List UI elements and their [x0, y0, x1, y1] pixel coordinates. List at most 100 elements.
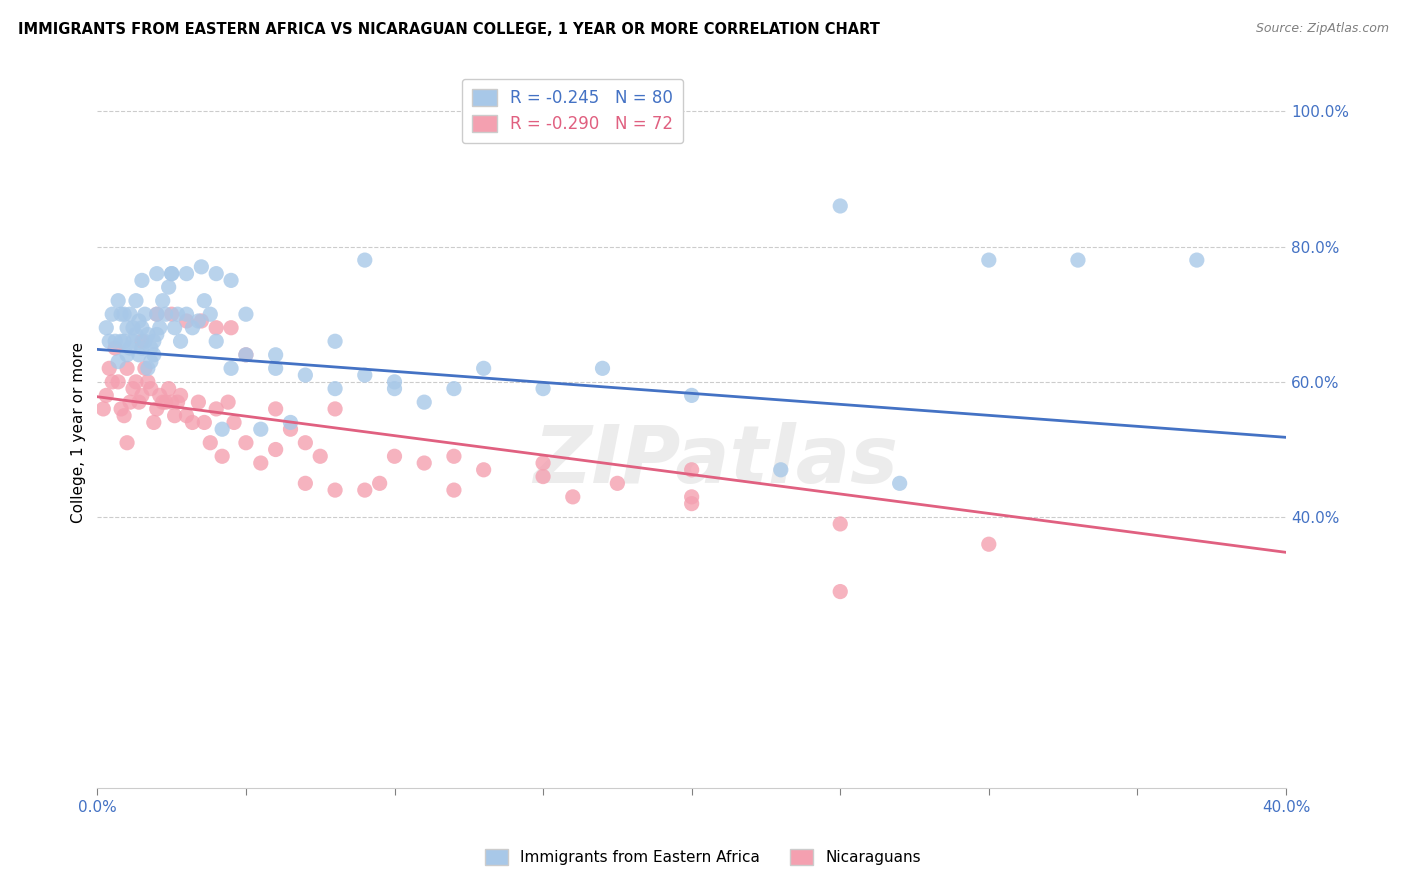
Point — [146, 307, 169, 321]
Point — [91, 401, 114, 416]
Point — [309, 450, 332, 464]
Point — [264, 348, 287, 362]
Point — [249, 456, 271, 470]
Point — [264, 361, 287, 376]
Point — [181, 320, 204, 334]
Point — [681, 388, 703, 402]
Point — [107, 375, 129, 389]
Point — [166, 395, 188, 409]
Point — [101, 307, 124, 321]
Point — [118, 395, 141, 409]
Point — [353, 368, 375, 383]
Point — [152, 293, 174, 308]
Point — [98, 361, 121, 376]
Point — [115, 320, 138, 334]
Point — [112, 307, 135, 321]
Point — [681, 490, 703, 504]
Point — [176, 267, 198, 281]
Point — [125, 327, 148, 342]
Point — [323, 334, 346, 349]
Point — [98, 334, 121, 349]
Point — [193, 416, 215, 430]
Point — [977, 537, 1000, 551]
Point — [830, 516, 852, 531]
Point — [323, 483, 346, 497]
Point — [146, 267, 169, 281]
Legend: R = -0.245   N = 80, R = -0.290   N = 72: R = -0.245 N = 80, R = -0.290 N = 72 — [463, 78, 683, 144]
Point — [219, 320, 242, 334]
Point — [384, 375, 406, 389]
Point — [115, 348, 138, 362]
Point — [323, 401, 346, 416]
Point — [443, 382, 465, 396]
Point — [110, 401, 132, 416]
Point — [681, 463, 703, 477]
Point — [110, 307, 132, 321]
Point — [128, 314, 150, 328]
Point — [160, 267, 183, 281]
Point — [294, 476, 316, 491]
Point — [294, 435, 316, 450]
Point — [146, 401, 169, 416]
Point — [142, 334, 165, 349]
Point — [531, 456, 554, 470]
Legend: Immigrants from Eastern Africa, Nicaraguans: Immigrants from Eastern Africa, Nicaragu… — [478, 843, 928, 871]
Text: ZIPatlas: ZIPatlas — [533, 422, 898, 500]
Point — [134, 334, 156, 349]
Point — [136, 361, 159, 376]
Point — [112, 409, 135, 423]
Point — [830, 584, 852, 599]
Point — [107, 293, 129, 308]
Point — [561, 490, 583, 504]
Point — [280, 422, 302, 436]
Point — [294, 368, 316, 383]
Point — [187, 395, 209, 409]
Point — [104, 334, 127, 349]
Point — [134, 361, 156, 376]
Point — [187, 314, 209, 328]
Point — [131, 388, 153, 402]
Point — [152, 395, 174, 409]
Point — [149, 388, 172, 402]
Point — [190, 260, 212, 274]
Point — [249, 422, 271, 436]
Point — [235, 348, 257, 362]
Point — [443, 450, 465, 464]
Point — [128, 348, 150, 362]
Point — [531, 382, 554, 396]
Point — [190, 314, 212, 328]
Point — [101, 375, 124, 389]
Point — [368, 476, 391, 491]
Point — [176, 409, 198, 423]
Point — [205, 320, 228, 334]
Point — [96, 320, 118, 334]
Point — [384, 382, 406, 396]
Point — [384, 450, 406, 464]
Point — [1185, 253, 1208, 268]
Point — [163, 409, 186, 423]
Point — [110, 334, 132, 349]
Point — [149, 320, 172, 334]
Point — [160, 267, 183, 281]
Point — [235, 435, 257, 450]
Point — [96, 388, 118, 402]
Point — [169, 388, 191, 402]
Point — [443, 483, 465, 497]
Point — [146, 327, 169, 342]
Point — [200, 307, 222, 321]
Point — [205, 334, 228, 349]
Text: Source: ZipAtlas.com: Source: ZipAtlas.com — [1256, 22, 1389, 36]
Point — [157, 280, 180, 294]
Point — [134, 307, 156, 321]
Point — [413, 395, 436, 409]
Point — [128, 395, 150, 409]
Y-axis label: College, 1 year or more: College, 1 year or more — [72, 343, 86, 523]
Point — [125, 293, 148, 308]
Point — [181, 416, 204, 430]
Point — [118, 307, 141, 321]
Point — [160, 395, 183, 409]
Point — [122, 382, 145, 396]
Point — [131, 320, 153, 334]
Point — [353, 483, 375, 497]
Point — [142, 348, 165, 362]
